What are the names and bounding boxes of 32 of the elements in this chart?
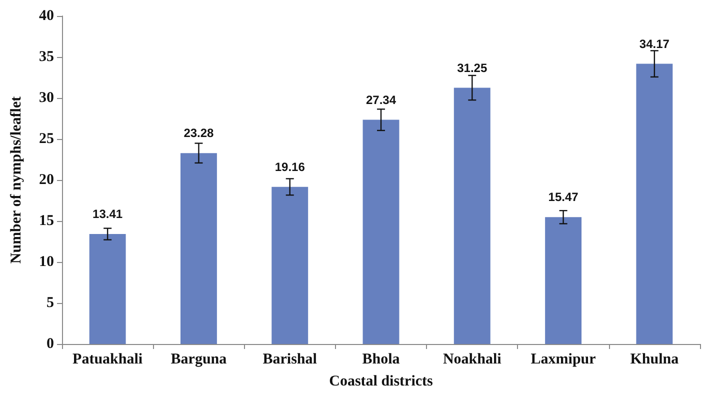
y-tick-label: 35 xyxy=(39,49,54,65)
x-axis-title: Coastal districts xyxy=(329,374,434,390)
y-tick-label: 25 xyxy=(39,131,54,147)
bar xyxy=(362,120,400,344)
data-label: 15.47 xyxy=(548,190,579,204)
bar xyxy=(89,234,126,344)
data-label: 27.34 xyxy=(366,92,396,107)
x-tick-label: Barguna xyxy=(170,352,228,368)
data-label: 13.41 xyxy=(92,207,123,222)
x-tick-label: Bhola xyxy=(362,352,400,368)
x-tick-label: Barishal xyxy=(262,352,317,368)
y-tick-label: 30 xyxy=(39,90,54,106)
x-tick-label: Patuakhali xyxy=(72,352,143,368)
data-label: 23.28 xyxy=(184,126,214,140)
x-tick-label: Laxmipur xyxy=(530,352,596,368)
y-tick-label: 0 xyxy=(46,336,54,352)
x-tick-label: Noakhali xyxy=(442,352,502,368)
bar xyxy=(545,217,582,344)
y-tick-label: 10 xyxy=(39,254,54,270)
y-tick-label: 5 xyxy=(46,295,54,311)
bar xyxy=(454,88,490,344)
bar xyxy=(636,64,673,344)
y-tick-label: 15 xyxy=(39,213,54,229)
x-tick-label: Khulna xyxy=(630,352,680,368)
data-label: 31.25 xyxy=(457,60,488,75)
y-axis-title: Number of nymphs/leaflet xyxy=(8,96,24,264)
data-label: 34.17 xyxy=(639,36,670,51)
bar xyxy=(180,153,217,344)
bar xyxy=(272,186,308,344)
y-tick-label: 20 xyxy=(39,172,54,188)
y-tick-label: 40 xyxy=(39,8,54,24)
data-label: 19.16 xyxy=(274,160,306,174)
